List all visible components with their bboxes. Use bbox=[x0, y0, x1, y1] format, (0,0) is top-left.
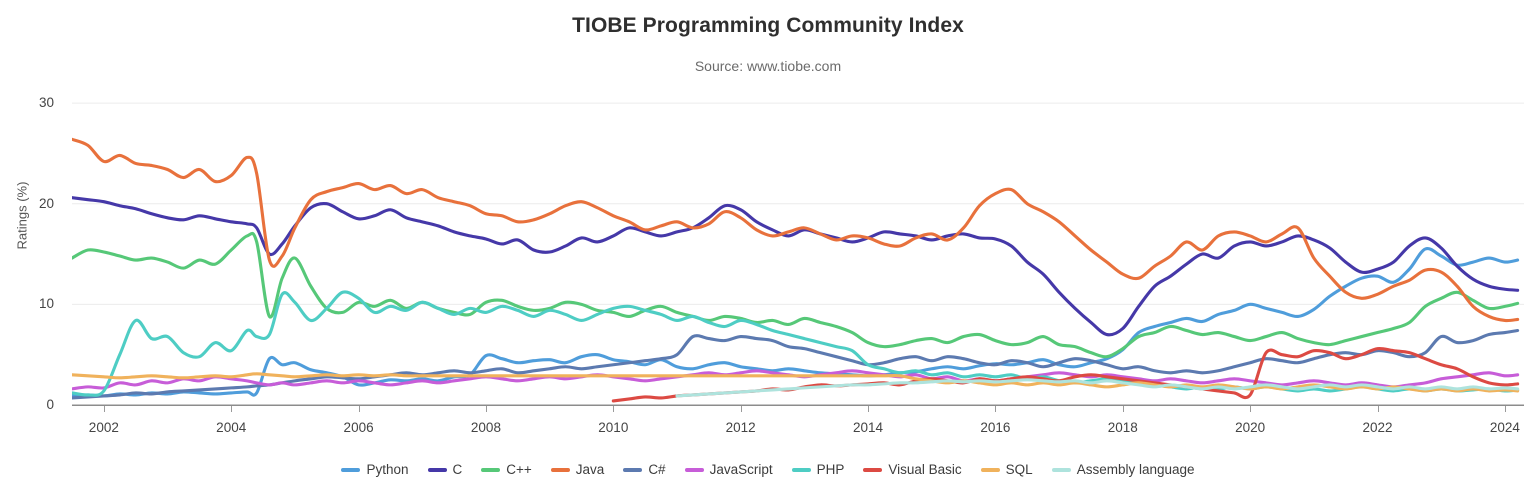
x-tick-mark bbox=[868, 406, 870, 412]
legend-swatch-icon bbox=[341, 467, 361, 472]
legend-label: Python bbox=[366, 462, 409, 477]
x-axis-line bbox=[72, 405, 1524, 406]
x-tick-label: 2010 bbox=[598, 420, 629, 435]
legend-label: JavaScript bbox=[709, 462, 773, 477]
series-line bbox=[675, 378, 1520, 398]
y-tick-label: 10 bbox=[38, 296, 54, 312]
x-tick-label: 2004 bbox=[216, 420, 247, 435]
series-line bbox=[72, 290, 1520, 397]
x-tick-mark bbox=[1122, 406, 1124, 412]
x-tick-mark bbox=[103, 406, 105, 412]
page-title: TIOBE Programming Community Index bbox=[572, 14, 964, 37]
series-line bbox=[72, 247, 1520, 398]
legend-item-assembly-language[interactable]: Assembly language bbox=[1051, 462, 1195, 477]
legend-swatch-icon bbox=[550, 467, 570, 472]
series-line bbox=[72, 372, 1520, 393]
legend-swatch-icon bbox=[791, 467, 811, 472]
y-axis-label: Ratings (%) bbox=[14, 181, 30, 250]
legend-item-visual-basic[interactable]: Visual Basic bbox=[863, 462, 962, 477]
x-tick-label: 2006 bbox=[343, 420, 374, 435]
legend-item-c[interactable]: C bbox=[427, 462, 463, 477]
x-tick-label: 2024 bbox=[1489, 420, 1520, 435]
legend-swatch-icon bbox=[427, 467, 447, 472]
x-tick-label: 2002 bbox=[88, 420, 119, 435]
legend-item-java[interactable]: Java bbox=[550, 462, 605, 477]
legend-swatch-icon bbox=[980, 467, 1000, 472]
legend-label: C++ bbox=[506, 462, 532, 477]
x-tick-label: 2018 bbox=[1107, 420, 1138, 435]
legend-label: PHP bbox=[816, 462, 845, 477]
legend-label: C bbox=[452, 462, 463, 477]
series-line bbox=[72, 231, 1520, 359]
x-tick-label: 2014 bbox=[853, 420, 884, 435]
chart-legend: Python C C++ Java C# JavaScript PHP Visual Basi… bbox=[0, 462, 1536, 477]
x-tick-mark bbox=[995, 406, 997, 412]
legend-label: Java bbox=[575, 462, 605, 477]
x-tick-label: 2022 bbox=[1362, 420, 1393, 435]
legend-item-python[interactable]: Python bbox=[341, 462, 409, 477]
legend-label: SQL bbox=[1005, 462, 1033, 477]
x-tick-mark bbox=[358, 406, 360, 412]
y-tick-label: 20 bbox=[38, 195, 54, 211]
x-tick-mark bbox=[485, 406, 487, 412]
legend-item-javascript[interactable]: JavaScript bbox=[684, 462, 773, 477]
y-tick-label: 30 bbox=[38, 95, 54, 111]
x-tick-mark bbox=[740, 406, 742, 412]
x-tick-mark bbox=[231, 406, 233, 412]
legend-swatch-icon bbox=[481, 467, 501, 472]
x-tick-mark bbox=[1377, 406, 1379, 412]
series-line bbox=[72, 137, 1520, 323]
plot-area bbox=[72, 93, 1524, 405]
legend-swatch-icon bbox=[684, 467, 704, 472]
line-chart-svg bbox=[72, 102, 1524, 405]
x-tick-label: 2016 bbox=[980, 420, 1011, 435]
x-tick-mark bbox=[1250, 406, 1252, 412]
x-tick-label: 2008 bbox=[470, 420, 501, 435]
x-tick-mark bbox=[1504, 406, 1506, 412]
legend-swatch-icon bbox=[863, 467, 883, 472]
legend-label: C# bbox=[648, 462, 666, 477]
legend-item-php[interactable]: PHP bbox=[791, 462, 845, 477]
legend-item-c-[interactable]: C# bbox=[623, 462, 666, 477]
legend-item-c-[interactable]: C++ bbox=[481, 462, 532, 477]
legend-swatch-icon bbox=[1051, 467, 1071, 472]
legend-item-sql[interactable]: SQL bbox=[980, 462, 1033, 477]
legend-label: Visual Basic bbox=[888, 462, 962, 477]
series-line bbox=[72, 328, 1520, 400]
y-tick-label: 0 bbox=[46, 397, 54, 412]
x-tick-label: 2020 bbox=[1235, 420, 1266, 435]
legend-label: Assembly language bbox=[1076, 462, 1195, 477]
x-tick-mark bbox=[613, 406, 615, 412]
chart-subtitle: Source: www.tiobe.com bbox=[694, 58, 842, 74]
x-tick-label: 2012 bbox=[725, 420, 756, 435]
legend-swatch-icon bbox=[623, 467, 643, 472]
